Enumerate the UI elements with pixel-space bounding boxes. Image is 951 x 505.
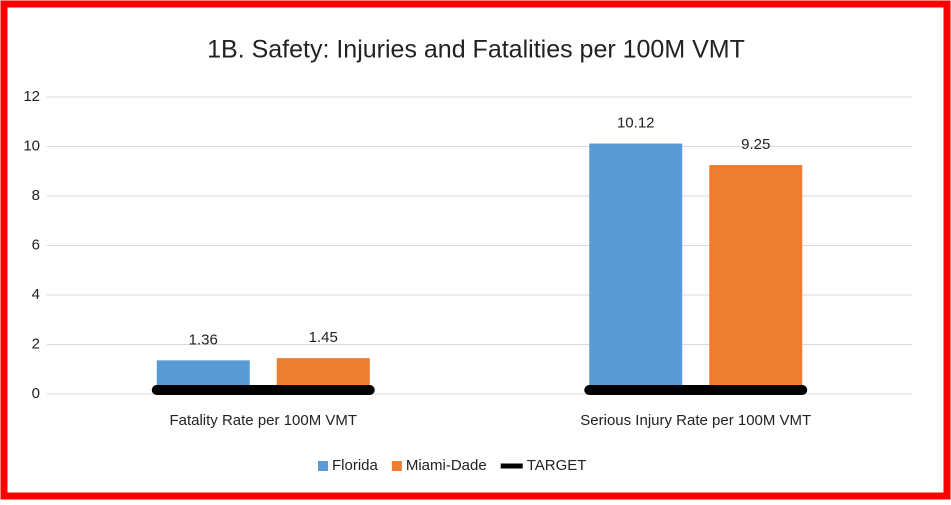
bar (589, 143, 683, 394)
bar (709, 165, 803, 394)
data-label: 1.36 (189, 331, 218, 348)
y-tick-label: 2 (32, 335, 40, 352)
legend-label: Florida (332, 457, 379, 474)
y-tick-label: 6 (32, 236, 40, 253)
data-label: 10.12 (617, 114, 655, 131)
x-tick-label: Serious Injury Rate per 100M VMT (580, 412, 811, 429)
y-tick-label: 10 (23, 137, 40, 154)
y-tick-label: 12 (23, 88, 40, 105)
y-tick-label: 0 (32, 385, 40, 402)
legend-swatch (318, 461, 328, 471)
data-label: 1.45 (309, 329, 338, 346)
y-tick-label: 4 (32, 286, 40, 303)
y-tick-label: 8 (32, 187, 40, 204)
legend-swatch (391, 461, 402, 471)
legend-label: TARGET (527, 457, 587, 474)
chart-title: 1B. Safety: Injuries and Fatalities per … (207, 36, 745, 64)
x-tick-label: Fatality Rate per 100M VMT (169, 412, 357, 429)
data-label: 9.25 (741, 136, 770, 153)
legend-label: Miami-Dade (406, 457, 487, 474)
